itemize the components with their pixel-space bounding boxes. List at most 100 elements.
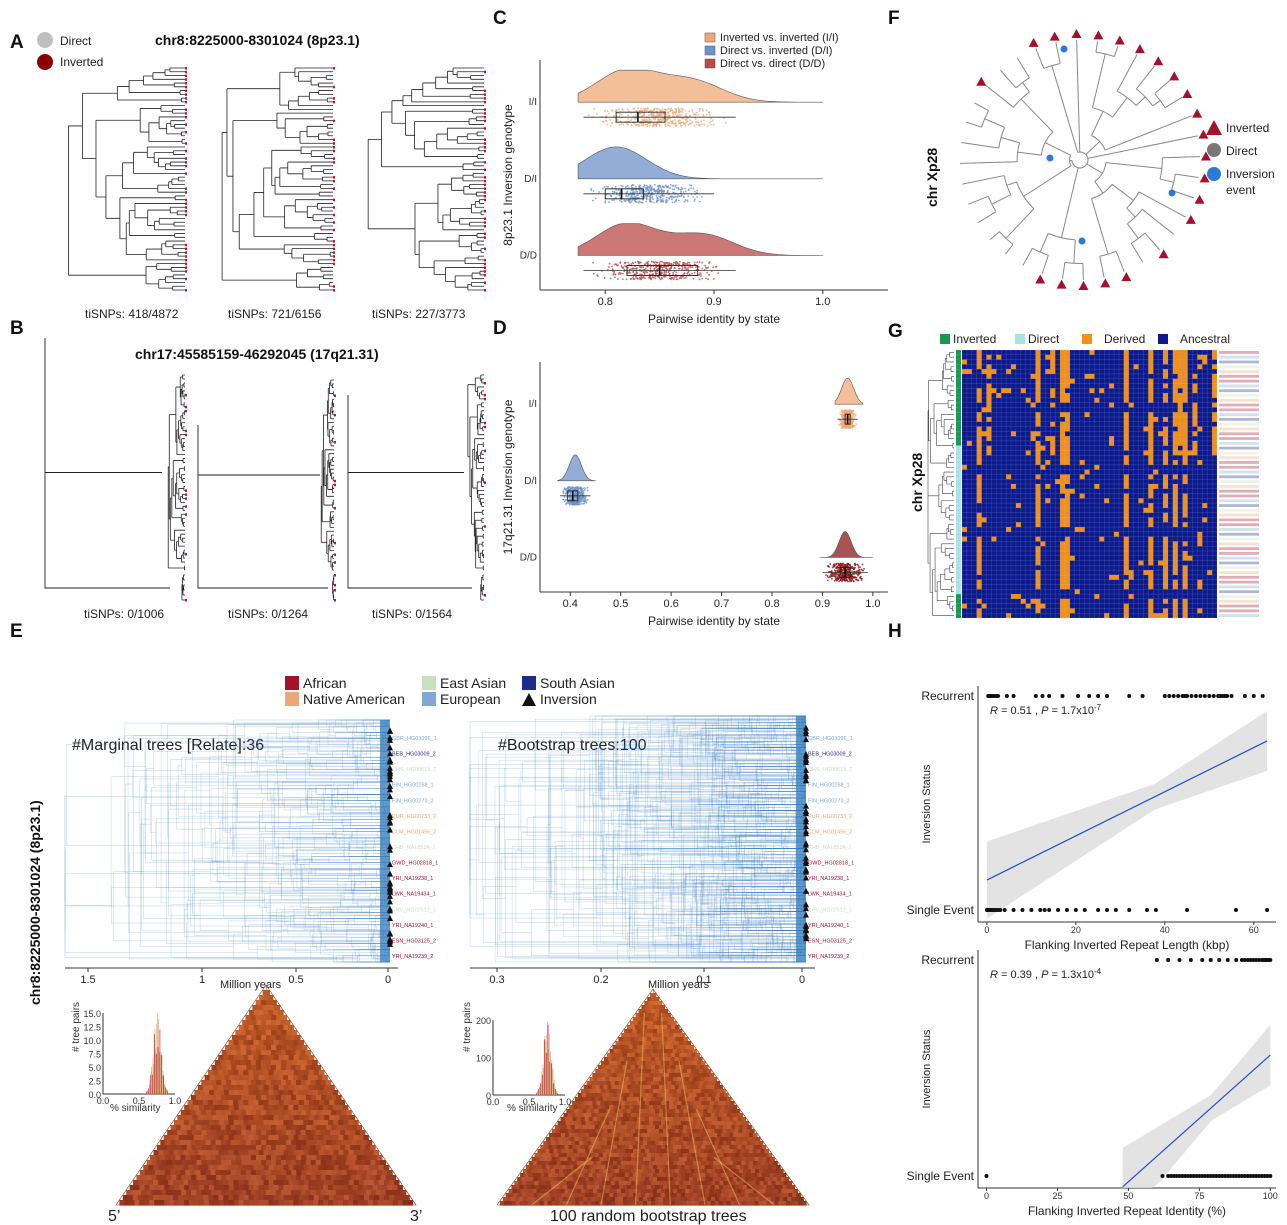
heat-cell bbox=[255, 1140, 262, 1146]
data-point bbox=[700, 195, 703, 198]
heat-cell bbox=[642, 1053, 648, 1058]
heat-cell bbox=[675, 1109, 680, 1114]
heat-cell bbox=[675, 1081, 680, 1086]
heat-cell bbox=[200, 1110, 207, 1116]
data-point bbox=[662, 185, 664, 188]
heat-cell bbox=[650, 1009, 656, 1014]
heat-cell bbox=[180, 1125, 187, 1131]
heat-cell bbox=[238, 1195, 244, 1201]
heat-cell bbox=[315, 1130, 321, 1136]
heat-cell bbox=[205, 1140, 212, 1146]
data-point bbox=[628, 271, 631, 273]
heat-cell bbox=[338, 1165, 345, 1171]
heat-cell bbox=[246, 1175, 252, 1181]
heat-cell bbox=[665, 1073, 670, 1078]
tip-marker bbox=[185, 429, 187, 433]
heat-cell bbox=[233, 1165, 240, 1171]
inversion-marker bbox=[387, 915, 393, 922]
tip-marker bbox=[185, 255, 187, 258]
data-point bbox=[619, 261, 622, 264]
heat-cell bbox=[646, 1053, 652, 1058]
tip-marker bbox=[333, 289, 335, 292]
heat-cell bbox=[219, 1075, 225, 1081]
heat-cell bbox=[260, 1000, 267, 1006]
data-point bbox=[826, 565, 829, 568]
data-point bbox=[701, 261, 704, 264]
heat-cell bbox=[236, 1130, 242, 1136]
tip-marker bbox=[334, 483, 336, 487]
panel-c-letter: C bbox=[493, 8, 507, 29]
heat-cell bbox=[371, 1170, 378, 1176]
heat-cell bbox=[293, 1185, 299, 1191]
heat-cell bbox=[315, 1160, 322, 1166]
inversion-marker bbox=[387, 905, 393, 912]
heat-cell bbox=[274, 1005, 281, 1011]
data-point bbox=[680, 117, 683, 120]
heat-cell bbox=[236, 1080, 242, 1086]
heat-cell bbox=[701, 1089, 706, 1094]
data-point bbox=[683, 123, 686, 126]
heat-cell bbox=[271, 1155, 277, 1161]
bootstrap-axis-label: Million years bbox=[648, 979, 710, 991]
heat-cell bbox=[645, 1005, 650, 1010]
data-point bbox=[680, 277, 683, 280]
tip-marker bbox=[484, 449, 486, 453]
heat-cell bbox=[654, 1113, 660, 1118]
tip-cluster bbox=[380, 720, 390, 962]
inversion-marker bbox=[387, 773, 393, 780]
data-point bbox=[649, 184, 652, 187]
heat-cell bbox=[166, 1190, 172, 1196]
heat-cell bbox=[671, 1109, 676, 1114]
heat-cell bbox=[393, 1180, 400, 1186]
heat-cell bbox=[223, 1150, 230, 1156]
tip-label: CHS_HG00513_2 bbox=[392, 767, 436, 773]
data-point bbox=[645, 198, 648, 201]
heat-cell bbox=[602, 1065, 607, 1070]
data-point bbox=[690, 184, 693, 187]
data-point bbox=[584, 497, 587, 500]
heat-cell bbox=[606, 1065, 611, 1070]
heat-cell bbox=[216, 1130, 223, 1136]
data-point bbox=[674, 119, 676, 122]
heat-cell bbox=[593, 1093, 599, 1098]
heat-cell bbox=[200, 1170, 207, 1176]
heat-cell bbox=[674, 1113, 680, 1118]
heat-cell bbox=[620, 1073, 626, 1078]
data-point bbox=[856, 573, 859, 575]
data-point bbox=[859, 575, 862, 578]
heat-cell bbox=[656, 1005, 662, 1010]
heat-cell bbox=[250, 1170, 257, 1176]
data-point bbox=[627, 186, 630, 189]
data-point bbox=[579, 503, 582, 505]
inversion-marker bbox=[803, 736, 809, 743]
data-point bbox=[641, 201, 644, 204]
tip-marker bbox=[185, 266, 187, 269]
heat-cell bbox=[331, 1125, 337, 1131]
tip-marker bbox=[333, 258, 335, 262]
heat-cell bbox=[674, 1085, 680, 1090]
heat-cell bbox=[565, 1121, 571, 1126]
heat-cell bbox=[276, 1045, 282, 1051]
heat-cell bbox=[188, 1165, 194, 1171]
heat-cell bbox=[608, 1073, 614, 1078]
heat-cell bbox=[217, 1115, 224, 1121]
data-point bbox=[675, 271, 678, 274]
data-point bbox=[857, 566, 860, 569]
heat-cell bbox=[213, 1185, 220, 1191]
heat-cell bbox=[181, 1160, 188, 1166]
heat-cell bbox=[283, 1070, 290, 1076]
heat-cell bbox=[323, 1185, 329, 1191]
heat-cell bbox=[729, 1117, 734, 1122]
heat-cell bbox=[654, 1069, 660, 1074]
heat-cell bbox=[696, 1105, 702, 1110]
tip-marker bbox=[333, 176, 335, 179]
heat-cell bbox=[136, 1175, 143, 1181]
heat-cell bbox=[319, 1085, 325, 1091]
heat-cell bbox=[243, 1070, 249, 1076]
heat-cell bbox=[195, 1155, 202, 1161]
heat-cell bbox=[327, 1090, 334, 1096]
heat-cell bbox=[198, 1165, 204, 1171]
heat-cell bbox=[654, 1085, 660, 1090]
heat-cell bbox=[207, 1085, 214, 1091]
data-point bbox=[639, 189, 642, 192]
